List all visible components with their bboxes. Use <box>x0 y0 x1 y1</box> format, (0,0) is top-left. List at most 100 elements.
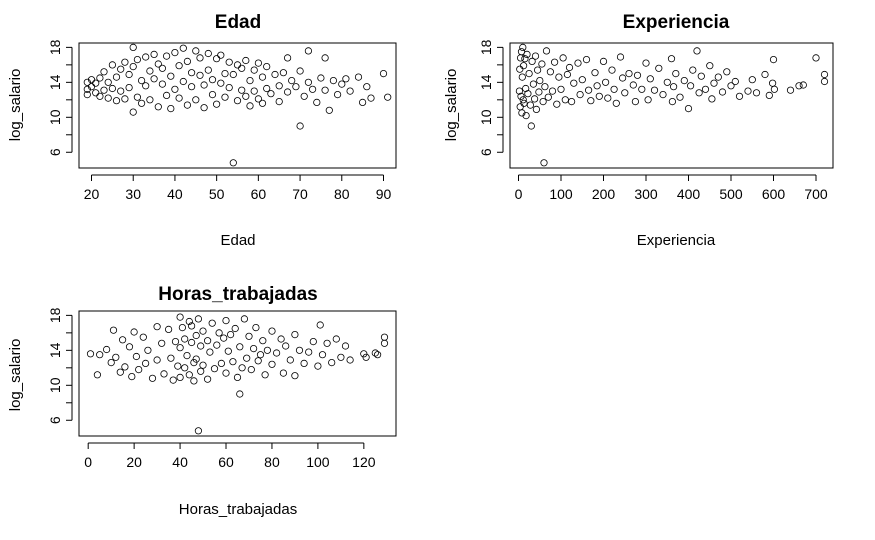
data-point <box>129 62 137 71</box>
data-point <box>135 365 143 374</box>
data-point <box>516 103 524 111</box>
data-point <box>215 329 223 337</box>
data-point <box>531 52 540 60</box>
data-point <box>786 86 795 94</box>
x-axis-label: Horas_trabajadas <box>179 501 297 518</box>
data-point <box>183 57 191 66</box>
data-point <box>192 355 200 363</box>
points-layer <box>515 43 829 167</box>
data-point <box>314 362 322 370</box>
y-tick-label: 10 <box>47 377 63 393</box>
data-point <box>346 356 354 364</box>
y-axis-label: log_salario <box>7 69 24 142</box>
data-point <box>701 85 710 93</box>
x-tick-label: 20 <box>84 186 100 202</box>
data-point <box>174 362 182 370</box>
data-point <box>117 87 125 95</box>
data-point <box>300 359 308 367</box>
data-point <box>236 390 244 398</box>
data-point <box>618 74 627 82</box>
x-axis-label: Edad <box>220 232 255 249</box>
data-point <box>246 102 254 110</box>
data-point <box>167 72 175 80</box>
data-point <box>181 364 189 372</box>
data-point <box>188 322 196 330</box>
data-point <box>196 54 204 62</box>
data-point <box>527 122 535 130</box>
data-point <box>96 351 104 359</box>
data-point <box>283 88 292 96</box>
y-axis: 6 10 14 18 <box>47 307 73 424</box>
data-point <box>519 43 527 52</box>
data-point <box>83 85 91 93</box>
data-point <box>146 96 154 104</box>
data-point <box>557 85 565 93</box>
points-layer <box>83 43 392 167</box>
data-point <box>243 354 251 362</box>
data-point <box>176 373 184 381</box>
data-point <box>194 315 202 323</box>
data-point <box>768 79 777 87</box>
data-point <box>103 345 111 354</box>
data-point <box>559 54 567 62</box>
data-point <box>247 365 255 374</box>
data-point <box>208 76 217 84</box>
data-point <box>300 92 308 100</box>
data-point <box>165 325 173 333</box>
data-point <box>117 65 125 73</box>
data-point <box>520 99 528 107</box>
data-point <box>87 76 96 84</box>
data-point <box>271 70 279 79</box>
data-point <box>752 89 761 97</box>
chart-title: Experiencia <box>623 12 730 33</box>
data-point <box>329 77 337 85</box>
data-point <box>261 371 269 379</box>
data-point <box>358 98 367 107</box>
data-point <box>246 77 254 85</box>
data-point <box>516 65 524 73</box>
x-tick-label: 30 <box>125 186 141 202</box>
x-tick-label: 200 <box>592 186 616 202</box>
data-point <box>142 53 150 61</box>
data-point <box>710 79 718 87</box>
data-point <box>612 99 620 107</box>
data-point <box>224 347 232 355</box>
data-point <box>644 96 652 104</box>
data-point <box>225 58 233 66</box>
data-point <box>181 335 189 343</box>
data-point <box>268 360 276 368</box>
data-point <box>87 83 96 91</box>
data-point <box>132 352 140 361</box>
y-tick-label: 6 <box>47 416 63 424</box>
data-point <box>332 335 340 343</box>
data-point <box>723 68 731 76</box>
data-point <box>563 70 572 79</box>
data-point <box>550 58 559 66</box>
data-point <box>199 327 207 335</box>
data-point <box>519 62 528 70</box>
data-point <box>178 323 186 332</box>
data-point <box>279 69 287 77</box>
data-point <box>384 93 392 101</box>
data-point <box>553 100 561 108</box>
data-point <box>272 349 281 357</box>
x-tick-label: 20 <box>126 454 142 470</box>
data-point <box>154 103 162 111</box>
data-point <box>158 339 166 347</box>
data-point <box>242 56 250 65</box>
data-point <box>820 70 829 79</box>
data-point <box>196 71 204 79</box>
data-point <box>672 70 680 78</box>
data-point <box>561 96 569 104</box>
data-point <box>139 333 147 341</box>
plot-frame <box>509 42 834 169</box>
data-point <box>204 375 212 383</box>
data-point <box>144 346 152 354</box>
data-point <box>684 105 693 113</box>
data-point <box>221 93 229 101</box>
data-point <box>112 73 121 81</box>
data-point <box>176 344 184 352</box>
data-point <box>240 315 248 323</box>
data-point <box>171 337 180 346</box>
data-point <box>167 354 175 362</box>
